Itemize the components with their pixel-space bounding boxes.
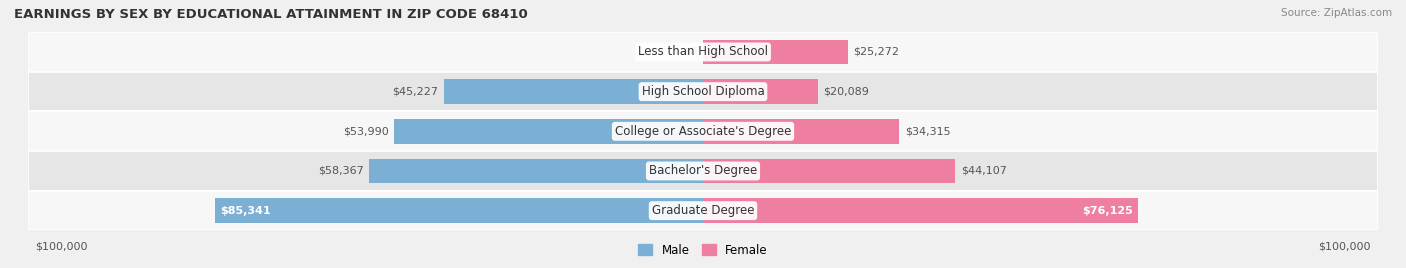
Bar	[28, 32, 1378, 72]
Bar	[703, 159, 955, 183]
Text: Source: ZipAtlas.com: Source: ZipAtlas.com	[1281, 8, 1392, 18]
Text: $76,125: $76,125	[1081, 206, 1133, 216]
Text: Graduate Degree: Graduate Degree	[652, 204, 754, 217]
Text: $0: $0	[683, 47, 697, 57]
Bar	[703, 198, 1139, 223]
Bar	[703, 40, 848, 64]
Text: Bachelor's Degree: Bachelor's Degree	[650, 165, 756, 177]
Text: $34,315: $34,315	[905, 126, 950, 136]
Text: College or Associate's Degree: College or Associate's Degree	[614, 125, 792, 138]
Text: $58,367: $58,367	[318, 166, 364, 176]
Text: $53,990: $53,990	[343, 126, 388, 136]
Text: $100,000: $100,000	[35, 242, 87, 252]
Legend: Male, Female: Male, Female	[634, 240, 772, 260]
Text: High School Diploma: High School Diploma	[641, 85, 765, 98]
Bar	[28, 111, 1378, 151]
Text: $20,089: $20,089	[824, 87, 869, 97]
Bar	[28, 151, 1378, 191]
Text: Less than High School: Less than High School	[638, 46, 768, 58]
Text: $85,341: $85,341	[221, 206, 271, 216]
Bar	[28, 191, 1378, 230]
Text: $100,000: $100,000	[1319, 242, 1371, 252]
Text: $25,272: $25,272	[853, 47, 900, 57]
Bar	[444, 79, 703, 104]
Text: $45,227: $45,227	[392, 87, 439, 97]
Bar	[215, 198, 703, 223]
Bar	[28, 72, 1378, 111]
Bar	[394, 119, 703, 144]
Text: $44,107: $44,107	[960, 166, 1007, 176]
Bar	[703, 79, 818, 104]
Bar	[703, 119, 900, 144]
Text: EARNINGS BY SEX BY EDUCATIONAL ATTAINMENT IN ZIP CODE 68410: EARNINGS BY SEX BY EDUCATIONAL ATTAINMEN…	[14, 8, 527, 21]
Bar	[370, 159, 703, 183]
